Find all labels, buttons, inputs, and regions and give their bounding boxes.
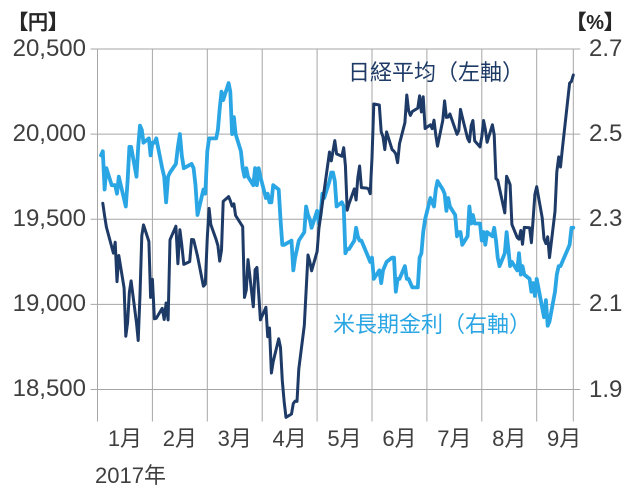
- x-axis-month-label: 4月: [272, 426, 307, 451]
- left-axis-tick-label: 20,500: [12, 35, 86, 62]
- left-axis-tick-label: 19,000: [12, 290, 86, 318]
- left-axis-tick-label: 19,500: [12, 205, 86, 233]
- x-axis-month-label: 7月: [437, 426, 472, 451]
- x-axis-month-label: 5月: [327, 426, 362, 451]
- us10y-line: [99, 81, 576, 328]
- right-axis-tick-label: 2.3: [589, 205, 623, 233]
- x-axis-year-label: 2017年: [95, 463, 166, 488]
- x-axis-month-label: 8月: [492, 426, 527, 451]
- right-axis-tick-label: 2.1: [589, 290, 623, 318]
- x-axis-month-label: 2月: [162, 426, 197, 451]
- left-axis-unit-label: 【円】: [8, 12, 68, 34]
- right-axis-tick-label: 1.9: [589, 375, 623, 403]
- us10y-series-label: 米長期金利（右軸）: [332, 312, 531, 337]
- left-axis-tick-label: 18,500: [12, 375, 86, 403]
- x-axis-month-label: 6月: [382, 426, 417, 451]
- right-axis-tick-label: 2.5: [589, 120, 623, 148]
- left-axis-tick-label: 20,000: [12, 120, 86, 148]
- right-axis-tick-label: 2.7: [589, 35, 623, 62]
- nikkei-series-label: 日経平均（左軸）: [347, 60, 524, 85]
- x-axis-month-label: 3月: [217, 426, 252, 451]
- x-axis-month-label: 9月: [547, 426, 582, 451]
- x-axis-month-label: 1月: [107, 426, 143, 451]
- nikkei-line: [101, 73, 575, 419]
- right-axis-unit-label: 【%】: [566, 12, 624, 34]
